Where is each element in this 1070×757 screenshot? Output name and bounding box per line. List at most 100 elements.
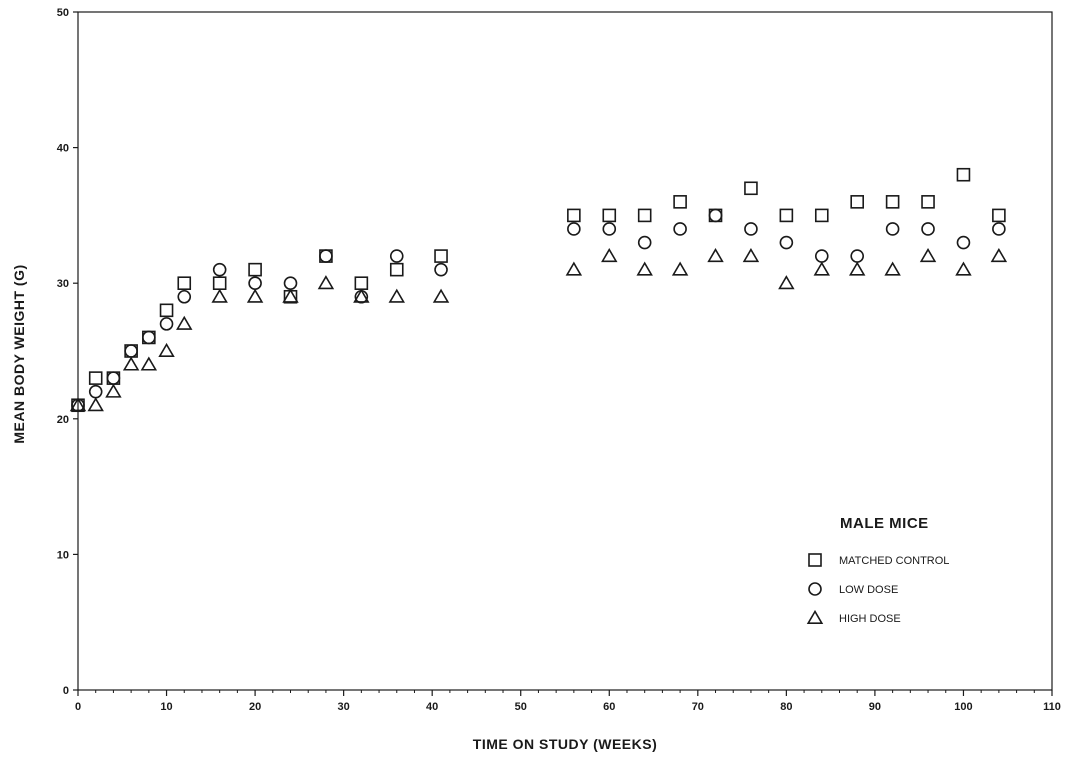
legend: MALE MICE MATCHED CONTROL LOW DOSE HIGH DO… <box>806 515 949 625</box>
data-point-square <box>637 208 652 223</box>
data-point-circle <box>434 262 448 277</box>
data-point-square <box>814 208 829 223</box>
data-point-triangle <box>69 397 87 412</box>
axes <box>77 11 1053 691</box>
data-point-triangle <box>671 261 689 276</box>
data-point-circle <box>779 235 794 250</box>
x-tick-label: 70 <box>692 701 704 713</box>
data-point-triangle <box>884 261 901 276</box>
data-point-triangle <box>140 356 158 371</box>
data-point-square <box>744 181 758 196</box>
data-point-triangle <box>317 275 335 290</box>
data-point-square <box>159 303 174 318</box>
data-point-circle <box>885 222 900 236</box>
x-tick-label: 90 <box>869 701 881 713</box>
x-tick-label: 30 <box>338 701 350 713</box>
y-tick-label: 10 <box>57 549 69 561</box>
y-tick-label: 0 <box>63 685 69 697</box>
data-point-triangle <box>742 247 760 263</box>
data-point-circle <box>124 344 138 358</box>
data-point-circle <box>602 222 617 236</box>
legend-label: LOW DOSE <box>839 584 898 596</box>
data-point-triangle <box>246 288 264 303</box>
data-point-triangle <box>601 247 618 263</box>
data-point-triangle <box>955 261 972 276</box>
data-point-circle <box>956 235 971 250</box>
data-point-square <box>354 276 369 291</box>
data-point-circle <box>248 276 262 291</box>
data-point-triangle <box>432 288 450 303</box>
data-point-triangle <box>990 247 1008 263</box>
data-point-circle <box>88 384 103 399</box>
data-point-circle <box>567 222 581 236</box>
data-point-circle <box>637 235 652 250</box>
legend-marker-circle <box>808 582 822 596</box>
data-point-triangle <box>707 247 724 263</box>
data-point-square <box>956 167 971 182</box>
data-point-circle <box>177 289 192 304</box>
data-point-circle <box>142 330 156 345</box>
data-point-triangle <box>778 275 795 290</box>
data-point-circle <box>159 317 174 331</box>
data-point-circle <box>921 222 935 236</box>
x-tick-label: 50 <box>515 701 527 713</box>
x-tick-label: 0 <box>75 701 81 713</box>
legend-title: MALE MICE <box>840 515 929 532</box>
data-point-triangle <box>636 261 653 276</box>
data-points <box>69 167 1008 413</box>
data-point-triangle <box>919 247 937 263</box>
x-tick-label: 10 <box>160 701 172 713</box>
data-point-circle <box>744 222 758 236</box>
data-point-square <box>673 195 687 209</box>
legend-marker-triangle <box>806 609 824 625</box>
data-point-square <box>88 371 103 385</box>
legend-marker-square <box>808 553 822 567</box>
data-point-circle <box>319 249 333 263</box>
data-point-circle <box>212 262 227 277</box>
data-point-square <box>389 262 404 277</box>
data-point-square <box>212 276 227 291</box>
data-point-triangle <box>87 397 104 412</box>
data-point-square <box>921 195 935 209</box>
data-point-square <box>602 208 617 223</box>
data-point-triangle <box>158 342 175 358</box>
data-point-circle <box>992 222 1006 236</box>
data-point-triangle <box>105 383 122 398</box>
data-point-triangle <box>848 261 866 276</box>
y-axis-title: MEAN BODY WEIGHT (G) <box>11 264 27 443</box>
data-point-square <box>177 276 192 291</box>
data-point-square <box>248 262 262 277</box>
x-tick-label: 20 <box>249 701 261 713</box>
data-point-circle <box>708 208 723 223</box>
data-point-triangle <box>176 315 193 330</box>
data-point-triangle <box>211 288 228 303</box>
data-point-square <box>992 208 1006 223</box>
data-point-circle <box>673 222 687 236</box>
y-tick-label: 50 <box>57 7 69 19</box>
data-point-circle <box>106 371 121 385</box>
x-tick-label: 80 <box>780 701 792 713</box>
data-point-triangle <box>122 356 140 371</box>
legend-label: HIGH DOSE <box>839 613 901 625</box>
data-point-square <box>885 195 900 209</box>
data-point-circle <box>283 276 298 291</box>
data-point-circle <box>814 249 829 263</box>
data-point-circle <box>850 249 865 263</box>
x-tick-label: 100 <box>954 701 972 713</box>
x-axis-ticks: 0 10 20 30 40 50 60 70 80 90 100 110 <box>75 690 1061 713</box>
data-point-triangle <box>353 288 370 303</box>
data-point-square <box>434 249 448 263</box>
x-tick-label: 60 <box>603 701 615 713</box>
data-point-square <box>567 208 581 223</box>
data-point-triangle <box>388 288 405 303</box>
data-point-square <box>850 195 865 209</box>
x-axis-title: TIME ON STUDY (WEEKS) <box>473 736 657 752</box>
x-tick-label: 110 <box>1043 701 1061 713</box>
data-point-square <box>779 208 794 223</box>
data-point-triangle <box>813 261 830 276</box>
x-tick-label: 40 <box>426 701 438 713</box>
y-tick-label: 30 <box>57 278 69 290</box>
plot-frame <box>77 11 1053 691</box>
series-circle <box>71 208 1006 413</box>
